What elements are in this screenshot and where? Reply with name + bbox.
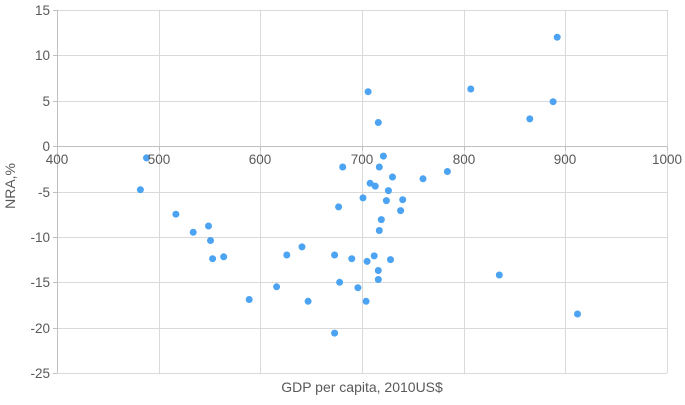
scatter-point <box>336 278 344 286</box>
scatter-point <box>359 194 367 202</box>
scatter-point <box>189 228 197 236</box>
x-tick-label: 400 <box>45 152 69 167</box>
scatter-point <box>143 154 150 162</box>
scatter-point <box>419 175 427 183</box>
scatter-point <box>374 119 382 126</box>
scatter-point <box>549 98 557 106</box>
scatter-point <box>397 207 405 215</box>
scatter-point <box>375 163 383 171</box>
scatter-point <box>467 85 475 93</box>
scatter-point <box>335 203 343 211</box>
scatter-point <box>399 196 407 204</box>
scatter-point <box>443 168 451 175</box>
y-axis-title: NRA,% <box>2 163 18 209</box>
scatter-point <box>379 152 387 160</box>
scatter-point <box>495 271 503 279</box>
y-tick-label: 0 <box>42 139 50 154</box>
scatter-point <box>377 216 385 224</box>
scatter-point <box>362 297 370 305</box>
scatter-point <box>205 222 212 230</box>
scatter-point <box>273 283 281 291</box>
scatter-point <box>245 296 253 303</box>
y-tick-label: 5 <box>42 94 50 109</box>
scatter-point <box>374 276 382 283</box>
scatter-point <box>283 251 291 259</box>
y-tick-label: -5 <box>37 185 50 200</box>
y-tick-label: -20 <box>30 321 50 336</box>
scatter-point <box>298 243 306 251</box>
x-tick-label: 800 <box>452 152 476 167</box>
scatter-point <box>526 115 534 123</box>
y-tick-label: 15 <box>34 3 50 18</box>
scatter-point <box>387 256 394 264</box>
scatter-point <box>382 197 390 205</box>
x-tick-label: 600 <box>248 152 272 167</box>
scatter-point <box>136 186 144 194</box>
x-tick-label: 700 <box>350 152 374 167</box>
scatter-point <box>363 257 371 265</box>
scatter-point <box>220 253 228 261</box>
x-tick-label: 500 <box>147 152 171 167</box>
y-tick-label: -15 <box>30 275 50 290</box>
scatter-point <box>375 227 383 234</box>
y-tick-label: -10 <box>30 230 50 245</box>
scatter-point <box>331 251 339 259</box>
x-tick-label: 1000 <box>651 152 683 167</box>
scatter-point <box>354 284 362 292</box>
x-tick-label: 900 <box>553 152 577 167</box>
x-axis-title: GDP per capita, 2010US$ <box>281 379 443 395</box>
y-tick-label: 10 <box>34 48 50 63</box>
scatter-point <box>364 88 372 96</box>
scatter-point <box>371 182 379 190</box>
scatter-point <box>366 179 374 187</box>
scatter-point <box>553 33 561 41</box>
scatter-point <box>389 173 396 181</box>
scatter-point <box>209 255 217 263</box>
scatter-point <box>207 237 214 244</box>
scatter-point <box>348 255 356 263</box>
scatter-point <box>374 267 382 274</box>
scatter-point <box>339 163 347 171</box>
scatter-point <box>172 210 180 218</box>
scatter-point <box>384 187 392 195</box>
scatter-point <box>370 252 378 260</box>
scatter-point <box>574 310 581 318</box>
y-tick-label: -25 <box>30 366 50 381</box>
scatter-point <box>331 329 339 337</box>
scatter-point <box>304 297 312 305</box>
